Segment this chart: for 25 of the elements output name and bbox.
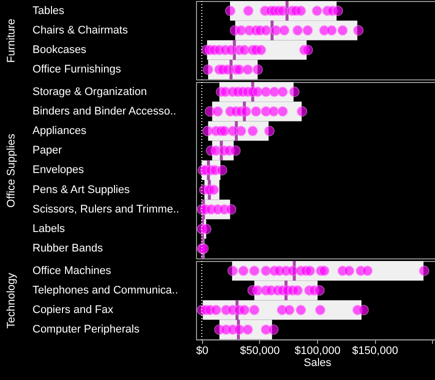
y-tick-label: Scissors, Rulers and Trimme.. [32,203,180,216]
y-axis-title: Office Supplies [6,133,18,208]
x-tick-label: $50,000 [240,344,280,357]
y-tick-label: Appliances [32,125,87,137]
y-tick-label: Rubber Bands [32,242,104,255]
x-tick-label: $0 [196,344,208,357]
x-tick-label: $150,000 [352,344,398,357]
y-tick-label: Computer Peripherals [32,324,140,336]
y-tick-label: Labels [32,223,66,235]
y-tick-label: Paper [32,144,62,157]
y-axis-title: Technology [6,272,18,329]
y-tick-label: Office Furnishings [32,64,122,76]
y-tick-label: Bookcases [32,44,87,56]
y-tick-label: Office Machines [32,264,112,277]
y-tick-label: Copiers and Fax [32,304,114,316]
y-tick-label: Telephones and Communica.. [32,284,178,296]
y-tick-label: Binders and Binder Accesso.. [32,105,176,118]
y-tick-label: Chairs & Chairmats [32,24,128,36]
x-axis-title: Sales [304,356,332,369]
y-tick-label: Pens & Art Supplies [32,184,130,196]
y-tick-label: Tables [32,4,65,17]
y-tick-label: Storage & Organization [32,86,147,98]
y-axis-title: Furniture [6,18,18,63]
x-tick-label: $100,000 [294,344,340,357]
y-tick-label: Envelopes [32,164,84,176]
